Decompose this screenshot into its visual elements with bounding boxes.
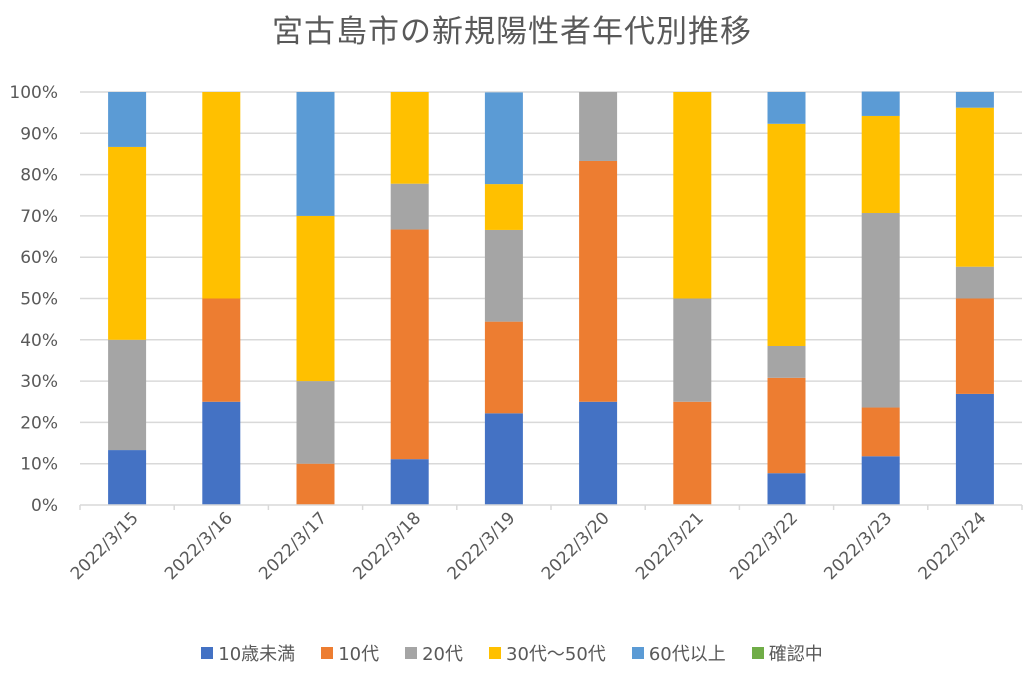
- bar-segment: [955, 107, 994, 267]
- legend-label: 60代以上: [648, 644, 726, 665]
- bar-segment: [296, 92, 335, 216]
- bar-segment: [108, 339, 147, 451]
- y-tick-label: 20%: [20, 413, 58, 433]
- bar-segment: [955, 266, 994, 299]
- chart-plot: 0% 10% 20% 30% 40% 50% 60% 70% 80% 90% 100% 2022/3…: [9, 83, 1023, 584]
- bar-segment: [955, 92, 994, 108]
- bar-segment: [861, 91, 900, 116]
- bar-segment: [108, 146, 147, 340]
- bar-segment: [955, 298, 994, 394]
- y-tick-label: 80%: [20, 166, 58, 186]
- bar-segment: [861, 456, 900, 505]
- bar-segment: [579, 401, 618, 505]
- legend-label: 確認中: [768, 644, 823, 665]
- bar-segment: [579, 160, 618, 402]
- x-tick-label: 2022/3/18: [349, 508, 425, 584]
- bar-segment: [767, 345, 806, 378]
- legend-label: 30代～50代: [506, 644, 606, 665]
- x-tick-label: 2022/3/15: [67, 508, 143, 584]
- x-axis: [79, 504, 1023, 510]
- legend-swatch: [489, 647, 501, 659]
- bar-segment: [484, 92, 523, 185]
- bar-segment: [861, 407, 900, 457]
- x-tick-label: 2022/3/22: [726, 508, 802, 584]
- bar-segment: [484, 229, 523, 322]
- x-tick-label: 2022/3/24: [915, 508, 991, 584]
- legend-swatch: [631, 647, 644, 659]
- bar-segment: [108, 92, 147, 147]
- legend-item: 60代以上: [631, 640, 726, 666]
- y-tick-label: 30%: [20, 372, 58, 392]
- y-tick-label: 50%: [20, 290, 58, 310]
- x-tick-label: 2022/3/21: [632, 508, 708, 584]
- bar-segment: [767, 377, 806, 474]
- legend-item: 10代: [321, 640, 379, 666]
- y-tick-label: 70%: [20, 207, 58, 227]
- bar-segment: [296, 463, 335, 505]
- bar-segment: [673, 92, 712, 299]
- bars: [108, 91, 994, 505]
- bar-segment: [296, 215, 335, 382]
- bar-segment: [673, 401, 712, 505]
- y-axis-ticks: 0% 10% 20% 30% 40% 50% 60% 70% 80% 90% 100%: [9, 83, 58, 516]
- legend-swatch: [405, 647, 418, 659]
- legend-swatch: [751, 647, 764, 659]
- x-axis-ticks: 2022/3/15 2022/3/16 2022/3/17 2022/3/18 2022…: [67, 508, 991, 584]
- legend-item: 確認中: [751, 640, 823, 666]
- legend-swatch: [201, 647, 214, 659]
- legend-item: 20代: [405, 640, 463, 666]
- bar-segment: [390, 459, 429, 505]
- chart-title: 宮古島市の新規陽性者年代別推移: [272, 14, 752, 50]
- bar-segment: [484, 321, 523, 414]
- bar-segment: [767, 473, 806, 505]
- x-tick-label: 2022/3/23: [820, 508, 896, 584]
- x-tick-label: 2022/3/17: [255, 508, 331, 584]
- bar-segment: [767, 92, 806, 124]
- bar-segment: [108, 450, 147, 505]
- bar-segment: [955, 393, 994, 505]
- bar-segment: [579, 92, 618, 161]
- y-tick-label: 90%: [20, 124, 58, 144]
- y-tick-label: 10%: [20, 455, 58, 475]
- legend-item: 10歳未満: [201, 640, 295, 666]
- legend-label: 20代: [422, 644, 463, 665]
- bar-segment: [861, 115, 900, 214]
- bar-segment: [390, 229, 429, 460]
- legend-swatch: [321, 647, 334, 659]
- bar-segment: [673, 298, 712, 402]
- bar-segment: [861, 213, 900, 408]
- y-tick-label: 0%: [31, 496, 58, 516]
- legend-item: 30代～50代: [489, 640, 606, 666]
- x-tick-label: 2022/3/19: [444, 508, 520, 584]
- legend: 10歳未満 10代 20代 30代～50代 60代以上 確認中: [0, 640, 1024, 666]
- bar-segment: [390, 92, 429, 184]
- bar-segment: [767, 123, 806, 346]
- bar-segment: [202, 401, 241, 505]
- bar-segment: [484, 184, 523, 230]
- legend-label: 10代: [338, 644, 380, 665]
- y-tick-label: 60%: [20, 248, 58, 268]
- x-tick-label: 2022/3/16: [161, 508, 237, 584]
- bar-segment: [202, 92, 241, 299]
- bar-segment: [390, 183, 429, 230]
- x-tick-label: 2022/3/20: [538, 508, 614, 584]
- y-tick-label: 100%: [9, 83, 58, 103]
- legend-label: 10歳未満: [218, 644, 296, 665]
- bar-segment: [202, 298, 241, 402]
- bar-segment: [296, 381, 335, 464]
- bar-segment: [484, 413, 523, 505]
- y-tick-label: 40%: [20, 331, 58, 351]
